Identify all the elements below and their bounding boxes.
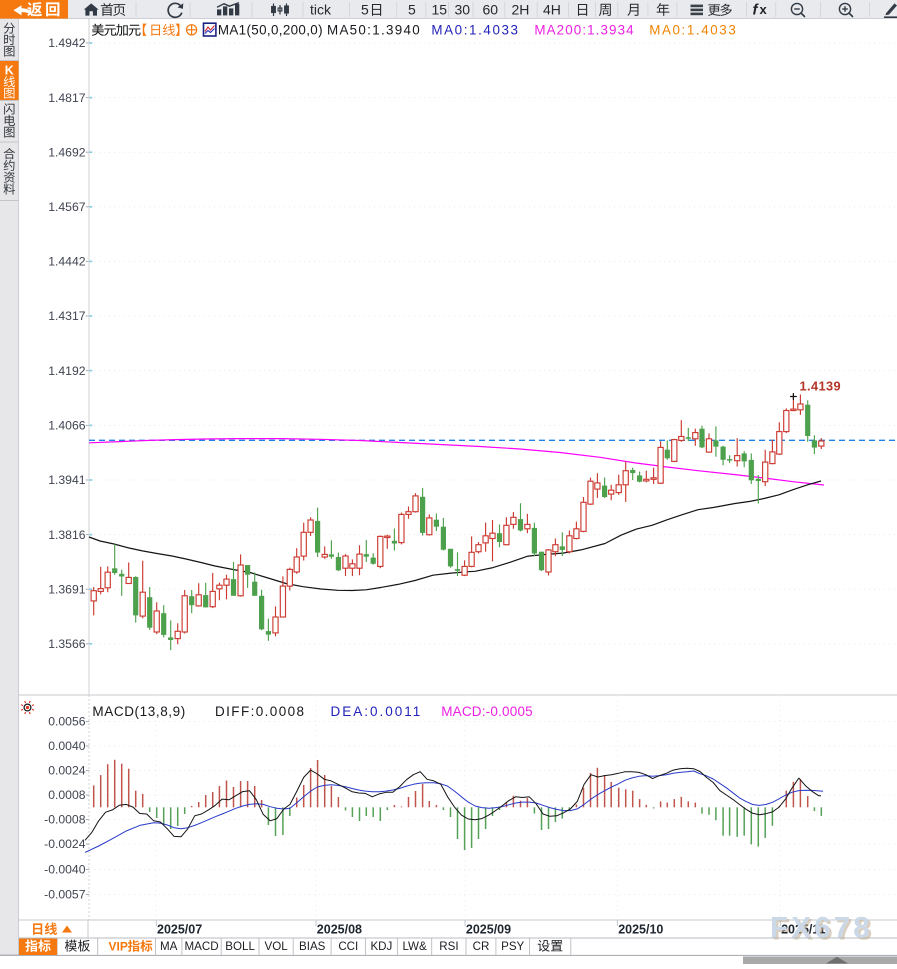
svg-text:MA50:1.3940: MA50:1.3940 xyxy=(327,23,421,38)
svg-text:f: f xyxy=(753,2,760,19)
svg-text:2025/11: 2025/11 xyxy=(781,922,826,936)
svg-text:VIP: VIP xyxy=(109,939,128,953)
svg-text:LW&: LW& xyxy=(402,940,427,953)
svg-text:VOL: VOL xyxy=(264,940,288,953)
svg-text:5: 5 xyxy=(361,1,369,17)
svg-text:FX678: FX678 xyxy=(772,913,875,946)
svg-text:-0.0008: -0.0008 xyxy=(44,813,86,827)
svg-text:1.4817: 1.4817 xyxy=(48,91,85,105)
svg-text:PSY: PSY xyxy=(501,940,524,953)
svg-text:DIFF:0.0008: DIFF:0.0008 xyxy=(215,704,305,719)
svg-text:1.4567: 1.4567 xyxy=(48,200,85,214)
svg-text:15: 15 xyxy=(432,1,448,17)
svg-text:1.4139: 1.4139 xyxy=(800,379,842,394)
svg-text:30: 30 xyxy=(455,1,471,17)
svg-text:0.0056: 0.0056 xyxy=(48,715,85,729)
svg-text:1.4066: 1.4066 xyxy=(48,419,85,433)
svg-text:-0.0024: -0.0024 xyxy=(44,837,86,851)
svg-text:BIAS: BIAS xyxy=(299,940,326,953)
svg-text:1.4192: 1.4192 xyxy=(48,364,85,378)
svg-text:-0.0040: -0.0040 xyxy=(44,863,86,877)
svg-text:MA200:1.3934: MA200:1.3934 xyxy=(534,23,634,38)
svg-text:0.0024: 0.0024 xyxy=(48,764,85,778)
svg-text:1.4442: 1.4442 xyxy=(48,255,85,269)
svg-text:1.4942: 1.4942 xyxy=(48,36,85,50)
svg-text:BOLL: BOLL xyxy=(225,940,255,953)
svg-text:2025/10: 2025/10 xyxy=(618,922,663,936)
svg-text:1.3566: 1.3566 xyxy=(48,637,85,651)
svg-text:1.3941: 1.3941 xyxy=(48,473,85,487)
svg-text:CCI: CCI xyxy=(338,940,358,953)
svg-text:MA0:1.4033: MA0:1.4033 xyxy=(431,23,519,38)
svg-text:2H: 2H xyxy=(512,1,530,17)
svg-text:2025/07: 2025/07 xyxy=(157,922,202,936)
svg-text:MA1(50,0,200,0): MA1(50,0,200,0) xyxy=(218,23,323,38)
svg-text:x: x xyxy=(760,2,768,17)
svg-text:CR: CR xyxy=(473,940,490,953)
svg-text:5: 5 xyxy=(408,1,416,17)
svg-text:1.3691: 1.3691 xyxy=(48,582,85,596)
svg-text:RSI: RSI xyxy=(439,940,458,953)
svg-text:MACD(13,8,9): MACD(13,8,9) xyxy=(92,704,185,719)
svg-text:4H: 4H xyxy=(543,1,561,17)
svg-text:2025/08: 2025/08 xyxy=(317,922,362,936)
svg-text:MACD: MACD xyxy=(185,940,219,953)
svg-text:MA: MA xyxy=(160,940,178,953)
svg-text:0.0040: 0.0040 xyxy=(48,739,85,753)
svg-text:2025/09: 2025/09 xyxy=(466,922,511,936)
svg-text:1.4692: 1.4692 xyxy=(48,145,85,159)
svg-text:FX678: FX678 xyxy=(770,911,873,944)
svg-text:tick: tick xyxy=(310,1,332,17)
svg-text:0.0008: 0.0008 xyxy=(48,788,85,802)
svg-text:1.4317: 1.4317 xyxy=(48,309,85,323)
svg-text:KDJ: KDJ xyxy=(370,940,392,953)
svg-text:DEA:0.0011: DEA:0.0011 xyxy=(331,704,423,719)
svg-text:1.3816: 1.3816 xyxy=(48,528,85,542)
svg-text:-0.0057: -0.0057 xyxy=(44,888,86,902)
svg-text:K: K xyxy=(5,64,14,78)
svg-text:MA0:1.4033: MA0:1.4033 xyxy=(649,23,737,38)
svg-text:60: 60 xyxy=(483,1,499,17)
svg-text:MACD:-0.0005: MACD:-0.0005 xyxy=(441,704,533,719)
